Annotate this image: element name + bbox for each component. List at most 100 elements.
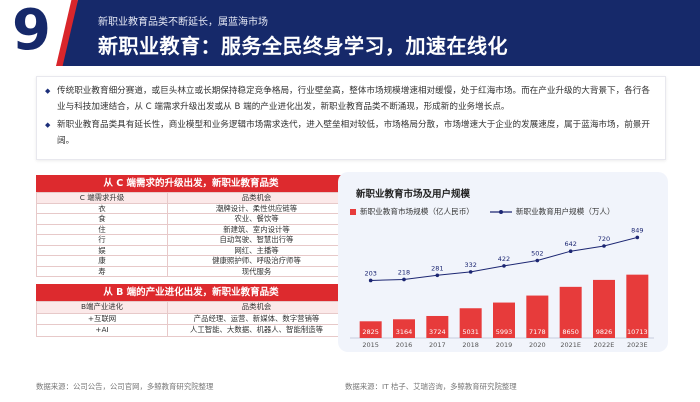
market-user-chart: 2825 2015 3164 2016 3724 2017 5031 2018 5993 2019… (350, 226, 654, 349)
line-value-label: 849 (631, 226, 643, 234)
line-point (535, 258, 540, 263)
need-cell: 行 (36, 234, 168, 246)
table-row: 衣潮牌设计、柔性供应链等 (36, 202, 346, 214)
line-point (502, 264, 506, 268)
intro-bullet: ◆ 新职业教育品类具有延长性，商业模型和业务逻辑市场需求迭代，进入壁垒相对较低，… (45, 117, 655, 149)
bar-value-label: 5993 (496, 328, 513, 336)
intro-bullet-text: 新职业教育品类具有延长性，商业模型和业务逻辑市场需求迭代，进入壁垒相对较低，市场… (57, 120, 650, 146)
bar-value-label: 8650 (562, 328, 579, 336)
x-tick-label: 2015 (362, 341, 379, 349)
need-cell: 住 (36, 223, 168, 235)
header-bar (0, 0, 700, 66)
bar-value-label: 5031 (462, 328, 479, 336)
table-header-row: B端产业进化 品类机会 (36, 301, 346, 314)
chance-cell: 产品经理、运营、新媒体、数字营销等 (167, 312, 346, 325)
need-cell: 食 (36, 213, 168, 225)
table-row: 康健康照护师、呼吸治疗师等 (36, 255, 346, 267)
line-value-label: 502 (531, 250, 543, 258)
table-row: +AI 人工智能、大数据、机器人、智能制造等 (36, 324, 346, 337)
x-tick-label: 2021E (560, 341, 581, 349)
table-row: 食农业、餐饮等 (36, 213, 346, 225)
bar-value-label: 7178 (529, 328, 546, 336)
legend-line-swatch (489, 209, 512, 214)
line-value-label: 720 (598, 235, 610, 243)
intro-bullet-text: 传统职业教育细分赛道，或巨头林立或长期保持稳定竞争格局，行业壁垒高，整体市场规模… (57, 86, 650, 112)
bar (559, 286, 582, 338)
table-c: C 端需求升级 品类机会 衣潮牌设计、柔性供应链等 食农业、餐饮等 住新建筑、室… (36, 192, 346, 277)
table-row: +互联网 产品经理、运营、新媒体、数字营销等 (36, 312, 346, 325)
x-tick-label: 2016 (396, 341, 413, 349)
line-point (568, 249, 573, 253)
need-cell: +AI (36, 324, 168, 337)
x-tick-label: 2018 (462, 341, 479, 349)
line-value-label: 203 (364, 269, 376, 277)
legend-line-label: 新职业教育用户规模（万人） (515, 207, 615, 216)
x-tick-label: 2019 (496, 341, 513, 349)
bar (459, 308, 482, 338)
diamond-bullet-icon: ◆ (45, 87, 51, 95)
need-cell: 寿 (36, 265, 168, 277)
table-row: 住新建筑、室内设计等 (36, 223, 346, 235)
chance-cell: 农业、餐饮等 (167, 213, 346, 225)
line-value-label: 281 (431, 264, 443, 272)
intro-box: ◆ 传统职业教育细分赛道，或巨头林立或长期保持稳定竞争格局，行业壁垒高，整体市场… (36, 76, 666, 160)
line-point (635, 235, 640, 240)
chance-cell: 自动驾驶、智慧出行等 (167, 234, 346, 246)
need-cell: +互联网 (36, 312, 168, 325)
table-b: B端产业进化 品类机会 +互联网 产品经理、运营、新媒体、数字营销等 +AI 人工智… (36, 301, 346, 337)
bar (359, 321, 382, 338)
bar-value-label: 9826 (596, 328, 613, 336)
bar (593, 279, 615, 338)
bar-value-label: 3724 (429, 328, 446, 336)
bar-value-label: 2825 (362, 328, 379, 336)
chart-legend: 新职业教育市场规模（亿人民币） 新职业教育用户规模（万人） (350, 206, 615, 217)
diamond-bullet-icon: ◆ (45, 121, 51, 129)
chance-cell: 健康照护师、呼吸治疗师等 (167, 255, 346, 267)
page-title: 新职业教育：服务全民终身学习，加速在线化 (98, 34, 508, 58)
table-row: 寿现代服务 (36, 265, 346, 277)
chance-cell: 网红、主播等 (167, 244, 346, 256)
source-note-right: 数据来源：IT 桔子、艾瑞咨询，多鲸教育研究院整理 (345, 382, 517, 391)
x-tick-label: 2023E (627, 341, 648, 349)
line-point (368, 278, 373, 283)
line-point (602, 244, 606, 248)
bar (426, 315, 449, 338)
table-c-heading: 从 C 端需求的升级出发，新职业教育品类 (36, 175, 346, 192)
table-row: 娱网红、主播等 (36, 244, 346, 256)
bar (493, 302, 515, 338)
bar-value-label: 10713 (627, 328, 648, 336)
table-b-col1: B端产业进化 (36, 301, 168, 314)
legend-bar-swatch (350, 208, 356, 215)
x-tick-label: 2017 (429, 341, 446, 349)
line-point (435, 273, 440, 278)
table-b-heading: 从 B 端的产业进化出发，新职业教育品类 (36, 284, 346, 301)
chance-cell: 人工智能、大数据、机器人、智能制造等 (167, 324, 346, 337)
category-tables: 从 C 端需求的升级出发，新职业教育品类 C 端需求升级 品类机会 衣潮牌设计、… (36, 175, 346, 337)
table-c-col1: C 端需求升级 (36, 192, 168, 204)
bar-value-label: 3164 (396, 328, 413, 336)
chance-cell: 新建筑、室内设计等 (167, 223, 346, 235)
chart-title: 新职业教育市场及用户规模 (356, 189, 471, 200)
need-cell: 衣 (36, 202, 168, 214)
table-header-row: C 端需求升级 品类机会 (36, 192, 346, 204)
legend-bar-label: 新职业教育市场规模（亿人民币） (360, 207, 474, 216)
bar (526, 295, 549, 338)
line-value-label: 332 (464, 261, 476, 269)
bar (393, 319, 415, 338)
intro-bullet: ◆ 传统职业教育细分赛道，或巨头林立或长期保持稳定竞争格局，行业壁垒高，整体市场… (45, 83, 655, 115)
table-b-col2: 品类机会 (167, 301, 346, 314)
section-number: 9 (12, 0, 51, 63)
table-c-col2: 品类机会 (167, 192, 346, 204)
line-value-label: 422 (498, 255, 510, 263)
source-note-left: 数据来源：公司公告，公司官网，多鲸教育研究院整理 (36, 382, 214, 391)
header-subtitle: 新职业教育品类不断延长，属蓝海市场 (98, 17, 268, 28)
need-cell: 娱 (36, 244, 168, 256)
chance-cell: 潮牌设计、柔性供应链等 (167, 202, 346, 214)
x-tick-label: 2022E (594, 341, 615, 349)
chance-cell: 现代服务 (167, 265, 346, 277)
line-value-label: 642 (564, 240, 576, 248)
bar (626, 274, 649, 338)
line-value-label: 218 (398, 268, 410, 276)
table-row: 行自动驾驶、智慧出行等 (36, 234, 346, 246)
x-tick-label: 2020 (529, 341, 546, 349)
